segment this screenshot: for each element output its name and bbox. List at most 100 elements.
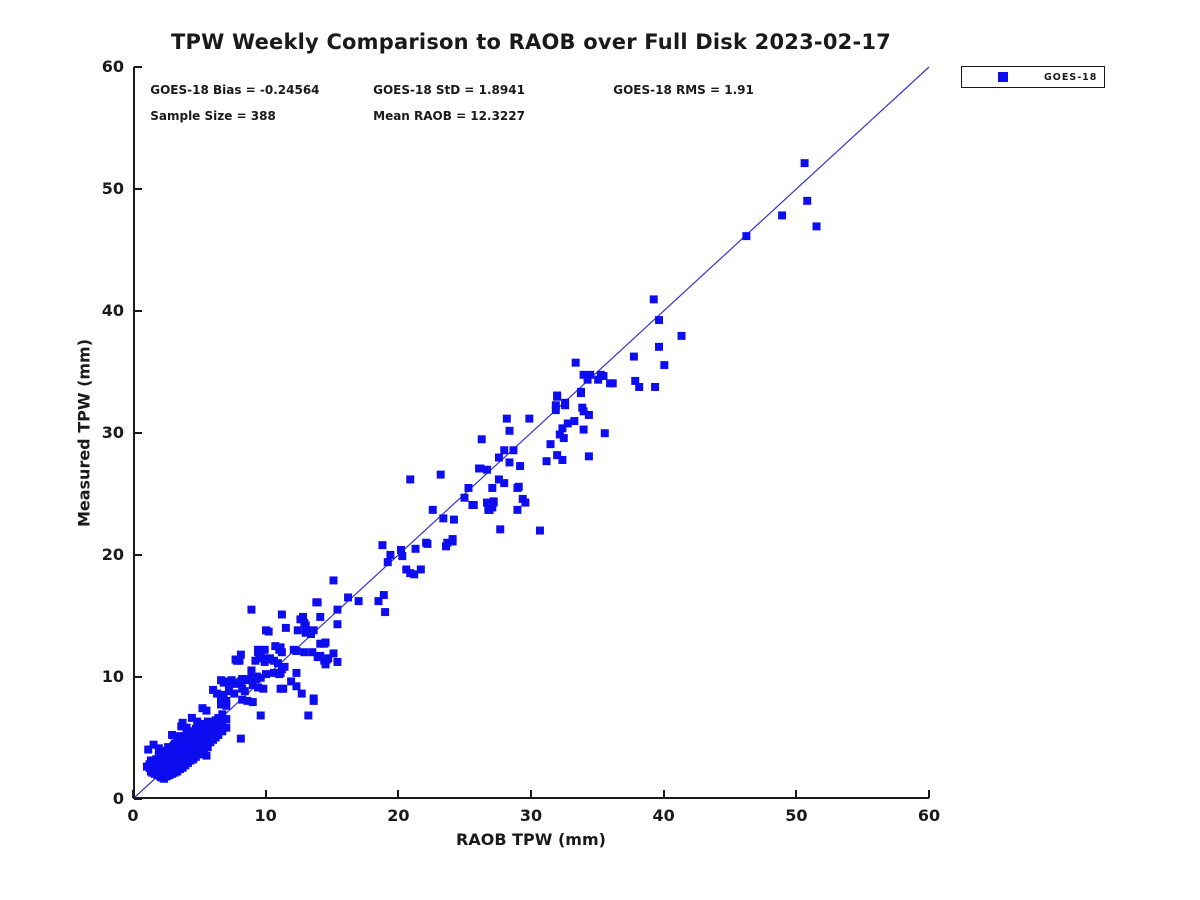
scatter-point [273,659,282,668]
scatter-point [354,597,363,606]
scatter-point [655,316,664,325]
scatter-point [309,694,318,703]
x-tick-mark [397,790,400,798]
scatter-point [483,498,491,507]
scatter-point [222,696,231,705]
scatter-point [553,451,562,460]
scatter-point [411,544,420,553]
y-tick-mark [134,66,142,68]
y-axis-label: Measured TPW (mm) [74,338,94,528]
scatter-point [292,682,301,691]
scatter-point [410,570,419,579]
legend-marker-icon [998,72,1008,82]
scatter-point [812,222,821,231]
x-tick-label: 50 [785,806,808,825]
scatter-point [494,475,503,484]
scatter-point [397,546,405,555]
legend-box: GOES-18 [961,66,1105,88]
scatter-point [464,483,473,492]
scatter-point [187,713,196,722]
scatter-point [235,656,244,665]
scatter-point [281,623,290,632]
scatter-point [542,457,551,466]
scatter-point [316,612,325,621]
scatter-point [651,382,660,391]
scatter-point [570,417,579,426]
scatter-point [586,370,595,379]
x-tick-mark [264,790,267,798]
scatter-point [222,715,231,724]
scatter-point [217,700,226,709]
scatter-point [251,656,260,665]
scatter-point [500,446,509,455]
scatter-point [448,535,457,544]
scatter-point [248,698,257,707]
plot-area [133,66,930,799]
y-tick-label: 50 [101,179,124,198]
scatter-point [505,426,514,435]
y-tick-mark [134,188,142,190]
scatter-point [742,232,751,241]
scatter-point [509,446,518,455]
scatter-point [608,379,617,388]
scatter-point [423,539,432,548]
scatter-point [299,612,308,621]
scatter-plot [134,66,930,798]
scatter-point [576,387,585,396]
scatter-point [525,414,534,423]
scatter-point [292,647,301,655]
x-tick-mark [530,790,532,798]
stat-annotation: GOES-18 StD = 1.8941 [373,83,525,98]
scatter-point [293,626,302,635]
x-tick-mark [795,790,798,798]
scatter-point [313,598,322,607]
scatter-point [600,429,609,438]
scatter-point [494,453,503,462]
stat-annotation: Mean RAOB = 12.3227 [373,108,525,123]
scatter-point [333,605,342,614]
scatter-point [280,662,289,671]
scatter-point [213,689,222,698]
x-tick-label: 0 [127,806,139,825]
legend-label: GOES-18 [1044,71,1098,83]
scatter-point [246,674,255,683]
scatter-point [488,503,497,512]
scatter-point [144,745,153,754]
scatter-point [248,681,257,690]
scatter-point [256,711,265,720]
x-axis-label: RAOB TPW (mm) [456,830,606,849]
scatter-point [635,382,644,391]
scatter-point [224,687,233,696]
scatter-point [243,696,252,705]
scatter-point [236,734,245,743]
scatter-point [386,550,395,559]
scatter-point [594,375,603,384]
scatter-point [513,505,522,514]
scatter-point [428,505,437,514]
scatter-point [559,434,568,443]
scatter-point [488,483,497,492]
scatter-point [505,458,514,467]
scatter-point [500,479,509,488]
x-tick-mark [662,790,665,798]
scatter-point [178,718,187,727]
scatter-point [324,654,333,663]
scatter-point [579,425,588,434]
x-tick-mark [132,790,134,798]
scatter-point [378,541,387,550]
scatter-point [217,695,226,704]
x-tick-label: 30 [519,806,543,825]
scatter-point [516,462,525,471]
scatter-point [489,497,498,506]
scatter-point [379,591,388,600]
scatter-point [219,690,228,699]
scatter-point [168,730,177,739]
scatter-point [439,514,448,523]
scatter-point [309,626,318,635]
scatter-point [230,689,239,698]
scatter-point [778,211,787,220]
scatter-point [655,342,664,351]
scatter-point [477,435,486,444]
scatter-point [202,706,211,715]
